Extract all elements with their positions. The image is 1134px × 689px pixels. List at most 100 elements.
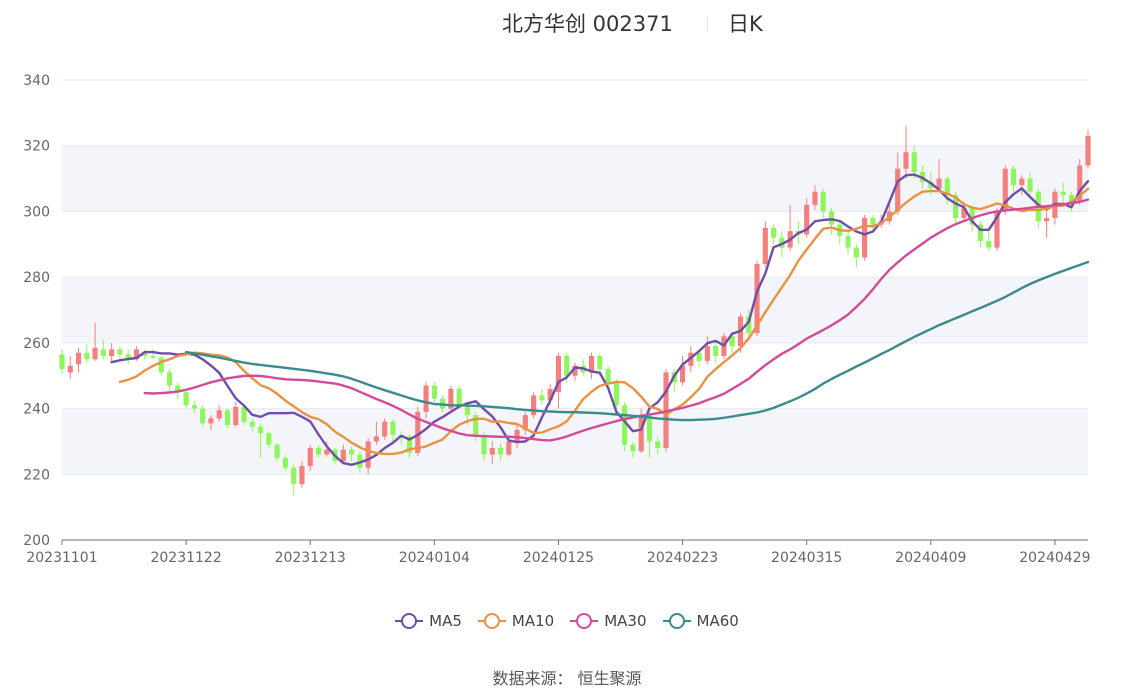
candle (497, 443, 504, 462)
ma30-line (143, 198, 1090, 442)
candle-body (166, 372, 173, 386)
x-tick-label: 20240125 (523, 550, 594, 566)
grid-band (62, 277, 1088, 343)
candle (663, 369, 669, 452)
candle-body (191, 405, 197, 409)
y-tick-label: 320 (23, 139, 50, 155)
candle (655, 436, 661, 455)
candle-body (679, 365, 686, 383)
candle-body (481, 434, 487, 455)
candle (572, 362, 578, 381)
x-tick-label: 20231213 (275, 550, 346, 566)
candle (613, 379, 619, 412)
candle-body (274, 444, 280, 458)
candle-body (390, 421, 396, 435)
candle-body (92, 347, 98, 360)
y-tick-label: 220 (23, 467, 50, 483)
candle-body (804, 204, 810, 235)
candle-body (133, 349, 140, 360)
candle-body (448, 388, 454, 409)
legend-item-ma30[interactable]: MA30 (570, 612, 647, 630)
y-tick-label: 300 (23, 204, 50, 220)
candle-body (282, 457, 288, 468)
candle-body (870, 218, 876, 225)
candle-body (299, 466, 305, 485)
candle (390, 418, 396, 442)
candle-body (605, 369, 611, 383)
candle-body (622, 405, 628, 445)
candle (622, 402, 628, 452)
candle-body (895, 168, 901, 212)
candle-body (1077, 165, 1083, 202)
candle (1010, 165, 1017, 192)
header-divider (707, 16, 708, 32)
candle-body (597, 356, 603, 370)
candle-body (109, 349, 115, 356)
candle-body (75, 352, 82, 365)
kline-chart[interactable]: 200 220 240 260 280 300 320 340 20231101 2023112… (0, 0, 1134, 600)
candle-body (944, 178, 950, 195)
candle-body (415, 411, 421, 453)
candle-body (564, 356, 570, 376)
legend-marker (395, 613, 424, 629)
candle (349, 446, 355, 462)
candle (489, 441, 495, 465)
candle-body (266, 433, 272, 445)
candle-body (464, 406, 471, 416)
candle-body (373, 436, 379, 442)
candle (1027, 172, 1033, 199)
y-tick-label: 280 (23, 270, 50, 286)
candle (630, 441, 636, 458)
candle-body (903, 152, 909, 169)
legend-item-ma5[interactable]: MA5 (395, 612, 462, 630)
x-tick-label: 20240429 (1019, 550, 1090, 566)
candle-body (746, 316, 752, 333)
candle (423, 382, 429, 419)
legend-item-ma10[interactable]: MA10 (477, 612, 554, 630)
candle (59, 349, 65, 375)
candle (713, 342, 719, 363)
candle (828, 208, 835, 235)
candle (241, 405, 247, 425)
ma-lines (110, 173, 1090, 466)
candle-body (1068, 195, 1075, 202)
candle (315, 444, 322, 458)
candle-body (382, 421, 388, 437)
candle-body (953, 195, 959, 218)
y-tick-label: 240 (23, 402, 50, 418)
candle-body (655, 441, 661, 448)
legend-item-ma60[interactable]: MA60 (662, 612, 739, 630)
candle (224, 408, 231, 429)
candle (605, 365, 611, 389)
candle-body (208, 418, 214, 424)
candle-body (241, 406, 247, 422)
candle-body (514, 429, 520, 442)
candle (936, 158, 942, 192)
candle-body (258, 426, 264, 434)
candle (1077, 158, 1083, 205)
x-tick-label: 20231122 (150, 550, 221, 566)
candle (1019, 175, 1025, 195)
period-label[interactable]: 日K (728, 12, 763, 36)
candle-body (456, 388, 462, 407)
y-tick-label: 200 (23, 533, 50, 549)
candle (249, 418, 255, 432)
candle (274, 443, 280, 462)
candle (845, 231, 851, 255)
candle-body (977, 224, 984, 241)
candle-body (531, 395, 537, 416)
y-tick-label: 340 (23, 73, 50, 89)
candle (1044, 211, 1050, 238)
candle (986, 231, 992, 251)
candle-body (158, 357, 164, 373)
candle (109, 342, 115, 363)
x-tick-label: 20240409 (895, 550, 966, 566)
candle-body (100, 349, 106, 356)
candle-body (961, 208, 967, 218)
ma60-line (184, 260, 1090, 422)
candle-body (911, 152, 917, 172)
candle-body (713, 346, 719, 356)
candle-body (497, 448, 504, 455)
candle (191, 400, 197, 414)
candle-body (663, 372, 669, 448)
